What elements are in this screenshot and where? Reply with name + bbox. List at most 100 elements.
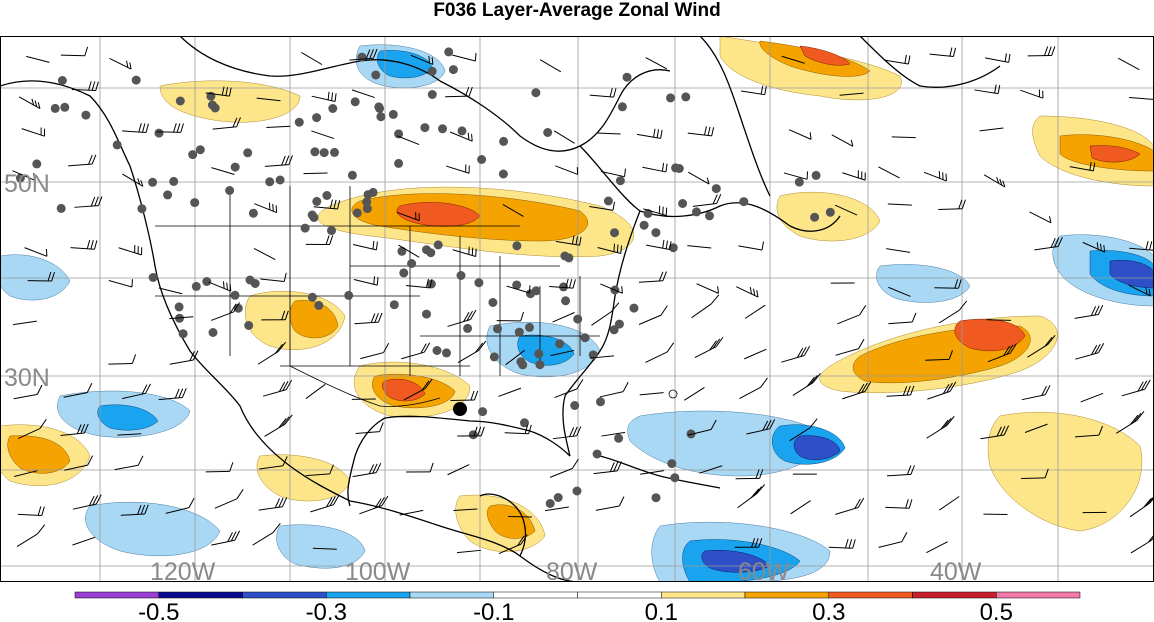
colorbar-swatch [326, 591, 411, 599]
wind-barb [927, 381, 957, 400]
wind-barb [16, 524, 46, 547]
station-dot [175, 96, 185, 106]
wind-barb [1034, 236, 1063, 251]
wind-barb [452, 52, 477, 62]
wind-barb [1029, 211, 1052, 224]
station-dot [397, 246, 407, 256]
wind-barb [642, 162, 668, 173]
station-dot [711, 184, 721, 194]
wind-barb [398, 244, 420, 258]
station-dot [525, 322, 534, 332]
wind-barb [212, 117, 241, 130]
station-dot [474, 278, 484, 288]
wind-barb [305, 383, 326, 399]
station-dot [580, 333, 590, 343]
wind-barb [18, 96, 41, 110]
wind-barb [14, 470, 38, 478]
wind-barb [496, 311, 525, 322]
station-dot [169, 176, 179, 186]
wind-barb [987, 319, 1012, 321]
station-dot [427, 66, 437, 76]
wind-barb [694, 336, 724, 359]
wind-barb [929, 47, 957, 58]
wind-barb [691, 294, 720, 319]
station-dot [609, 325, 619, 335]
wind-barb [399, 509, 424, 516]
wind-barb [552, 426, 582, 440]
station-dot [570, 401, 580, 410]
station-dot [312, 196, 322, 206]
wind-barb [735, 469, 764, 480]
wind-barb [1024, 423, 1048, 433]
wind-barb [835, 338, 865, 356]
wind-barb [553, 130, 575, 144]
station-dot [310, 147, 320, 157]
wind-barb [17, 418, 47, 440]
station-dot [592, 449, 602, 459]
station-dot [371, 70, 381, 80]
station-dot [56, 203, 66, 213]
station-dot [208, 328, 218, 337]
wind-barb [446, 164, 470, 174]
colorbar-swatch [828, 591, 913, 599]
station-dot [15, 173, 25, 183]
wind-barb [259, 456, 288, 470]
wind-barb [1130, 534, 1154, 554]
wind-barb [264, 414, 293, 437]
wind-barb [886, 385, 915, 397]
station-dot [275, 175, 285, 185]
station-dot [191, 281, 201, 291]
wind-barb [457, 340, 487, 363]
wind-barb [506, 285, 531, 294]
wind-barb [545, 506, 569, 512]
lat-label-50n: 50N [4, 170, 50, 198]
wind-barb [396, 135, 420, 146]
colorbar-swatch [493, 591, 578, 599]
wind-barb [888, 312, 917, 325]
colorbar-swatch [74, 591, 159, 599]
station-dot [233, 303, 243, 313]
station-dot [629, 303, 639, 313]
colorbar-swatch [158, 591, 243, 599]
station-dot [148, 273, 158, 282]
station-dot [535, 360, 545, 370]
wind-barb [311, 91, 337, 102]
station-dot [314, 300, 324, 310]
station-dot [422, 245, 431, 255]
wind-barb [449, 131, 473, 142]
wind-barb [842, 170, 866, 181]
wind-barb [498, 534, 528, 554]
wind-barb [834, 204, 858, 216]
wind-barb [555, 165, 579, 175]
wind-barb [396, 211, 420, 222]
station-dot [422, 309, 431, 319]
wind-barb [64, 455, 94, 471]
wind-map: 50N 30N 120W 100W 80W 60W 40W [0, 36, 1154, 582]
station-dot [328, 104, 338, 113]
station-dot [347, 170, 357, 180]
colorbar-tick-label: 0.5 [980, 599, 1013, 622]
wind-barb [687, 245, 712, 249]
wind-barb [169, 316, 194, 320]
wind-barb [781, 55, 805, 64]
wind-barb [502, 204, 524, 217]
colorbar-tick-label: -0.1 [473, 599, 514, 622]
wind-barb [456, 549, 481, 554]
wind-barb [355, 422, 384, 434]
wind-barb [887, 203, 912, 206]
wind-barb [1129, 97, 1154, 100]
station-dot [294, 117, 304, 127]
wind-barb [549, 278, 576, 289]
station-dot [442, 348, 451, 358]
wind-barb [312, 547, 337, 550]
lon-label-80w: 80W [546, 558, 598, 582]
wind-barb [687, 171, 710, 185]
wind-barb [303, 172, 328, 175]
station-dot [572, 486, 582, 496]
wind-barb [1074, 425, 1104, 438]
station-dot [564, 253, 574, 263]
wind-barb [68, 154, 97, 167]
station-dot [559, 282, 568, 292]
political-borders [155, 186, 600, 407]
colorbar-swatch [409, 591, 494, 599]
